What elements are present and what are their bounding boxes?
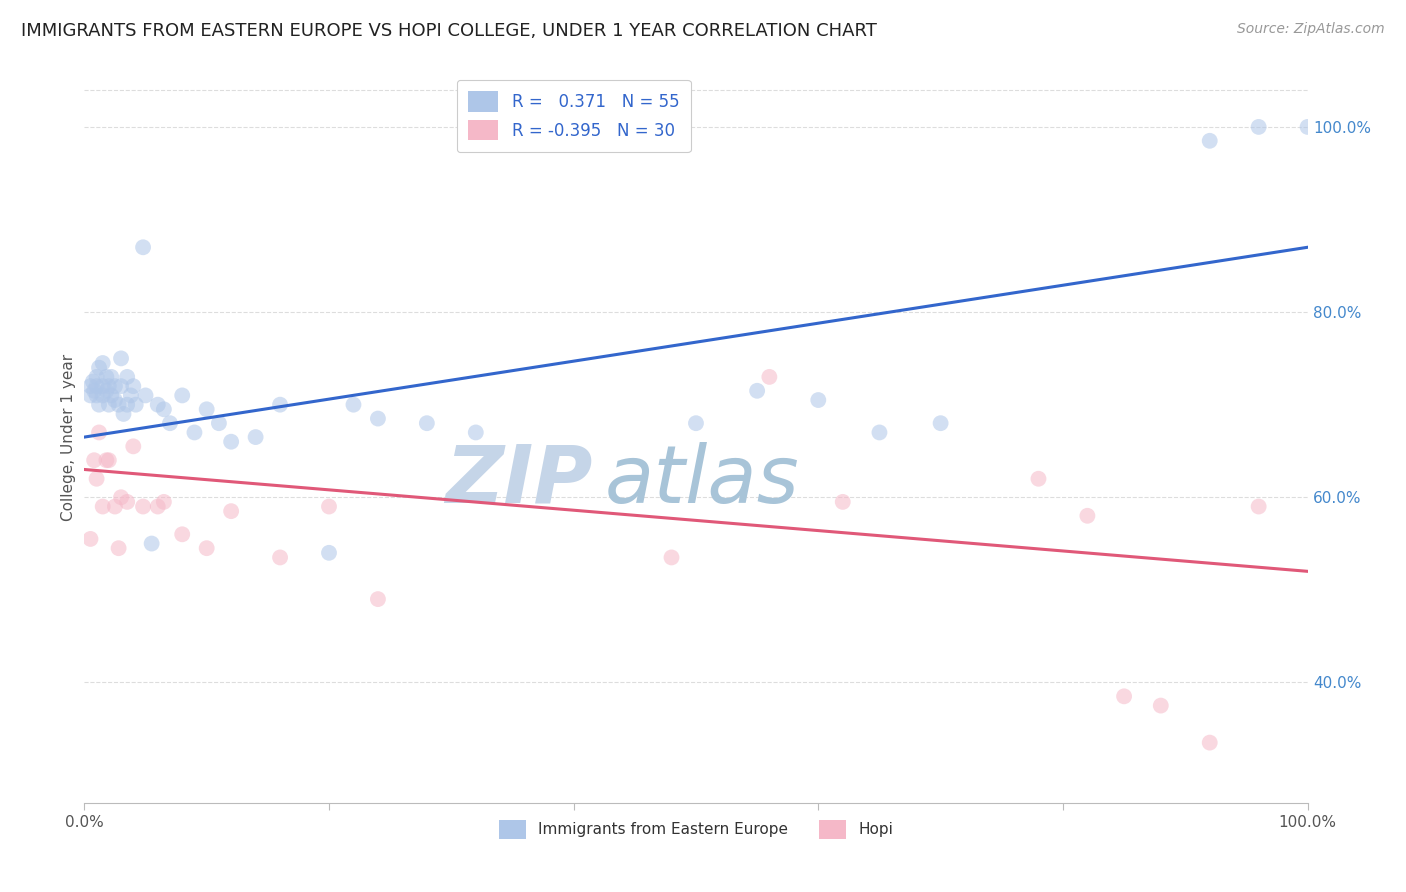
Point — [91, 379, 114, 393]
Point — [91, 388, 114, 402]
Point — [153, 402, 176, 417]
Point — [132, 500, 155, 514]
Point — [367, 592, 389, 607]
Point — [83, 453, 105, 467]
Point — [125, 398, 148, 412]
Point — [110, 490, 132, 504]
Point — [1028, 472, 1050, 486]
Point — [104, 379, 127, 393]
Point — [104, 500, 127, 514]
Point — [97, 379, 120, 393]
Point — [115, 495, 138, 509]
Point — [96, 384, 118, 398]
Text: ZIP: ZIP — [444, 442, 592, 520]
Point — [79, 388, 101, 402]
Point — [86, 472, 108, 486]
Point — [342, 398, 364, 412]
Point — [86, 379, 108, 393]
Point — [1198, 736, 1220, 750]
Point — [758, 370, 780, 384]
Point — [929, 416, 952, 430]
Point — [318, 546, 340, 560]
Point — [79, 379, 101, 393]
Point — [208, 416, 231, 430]
Point — [79, 532, 101, 546]
Point — [107, 541, 129, 556]
Point — [269, 550, 291, 565]
Point — [146, 398, 169, 412]
Point — [1296, 120, 1319, 134]
Point — [110, 351, 132, 366]
Text: atlas: atlas — [605, 442, 799, 520]
Point — [195, 402, 218, 417]
Point — [141, 536, 163, 550]
Point — [83, 384, 105, 398]
Point — [1114, 690, 1136, 704]
Point — [318, 500, 340, 514]
Y-axis label: College, Under 1 year: College, Under 1 year — [60, 353, 76, 521]
Point — [107, 398, 129, 412]
Point — [685, 416, 707, 430]
Point — [172, 527, 194, 541]
Text: Source: ZipAtlas.com: Source: ZipAtlas.com — [1237, 22, 1385, 37]
Point — [104, 392, 127, 407]
Point — [464, 425, 486, 440]
Point — [82, 375, 104, 389]
Point — [96, 370, 118, 384]
Point — [245, 430, 267, 444]
Point — [146, 500, 169, 514]
Point — [91, 500, 114, 514]
Text: IMMIGRANTS FROM EASTERN EUROPE VS HOPI COLLEGE, UNDER 1 YEAR CORRELATION CHART: IMMIGRANTS FROM EASTERN EUROPE VS HOPI C… — [21, 22, 877, 40]
Point — [91, 356, 114, 370]
Point — [96, 453, 118, 467]
Point — [1076, 508, 1098, 523]
Point — [661, 550, 683, 565]
Point — [747, 384, 769, 398]
Point — [807, 392, 830, 407]
Point — [120, 388, 142, 402]
Legend: Immigrants from Eastern Europe, Hopi: Immigrants from Eastern Europe, Hopi — [489, 811, 903, 847]
Point — [115, 398, 138, 412]
Point — [367, 411, 389, 425]
Point — [153, 495, 176, 509]
Point — [831, 495, 853, 509]
Point — [132, 240, 155, 254]
Point — [87, 360, 110, 375]
Point — [1150, 698, 1173, 713]
Point — [122, 439, 145, 453]
Point — [183, 425, 205, 440]
Point — [416, 416, 439, 430]
Point — [100, 370, 122, 384]
Point — [110, 379, 132, 393]
Point — [97, 398, 120, 412]
Point — [86, 370, 108, 384]
Point — [100, 388, 122, 402]
Point — [115, 370, 138, 384]
Point — [1247, 120, 1270, 134]
Point — [172, 388, 194, 402]
Point — [87, 398, 110, 412]
Point — [195, 541, 218, 556]
Point — [269, 398, 291, 412]
Point — [135, 388, 157, 402]
Point — [1198, 134, 1220, 148]
Point — [159, 416, 181, 430]
Point — [112, 407, 135, 421]
Point — [1247, 500, 1270, 514]
Point — [97, 453, 120, 467]
Point — [87, 425, 110, 440]
Point — [219, 434, 242, 449]
Point — [86, 388, 108, 402]
Point — [869, 425, 891, 440]
Point — [219, 504, 242, 518]
Point — [122, 379, 145, 393]
